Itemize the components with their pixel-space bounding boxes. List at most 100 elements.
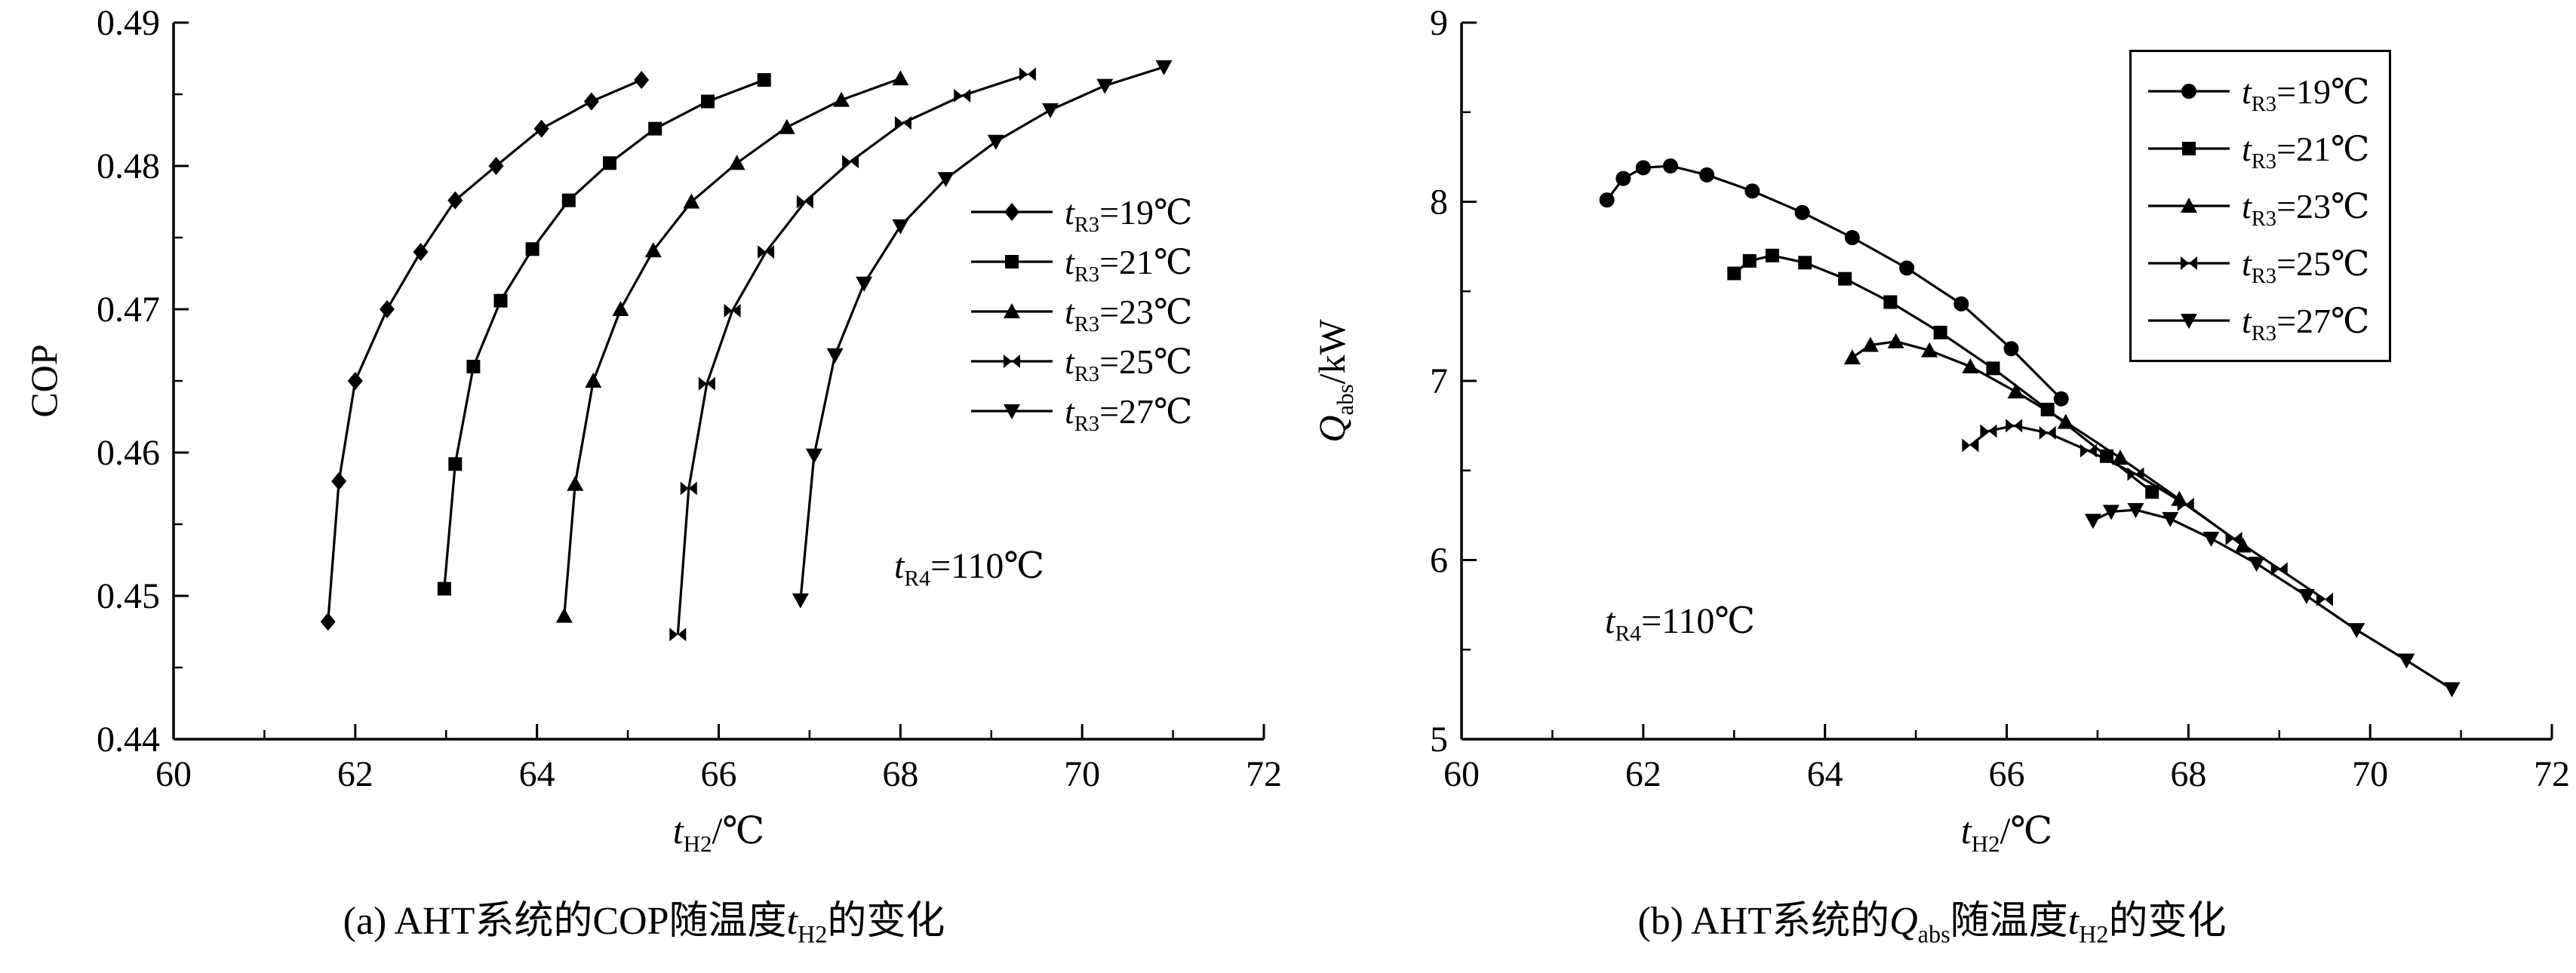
series-marker-bowtie xyxy=(2316,592,2333,606)
series-marker-triangle-down xyxy=(826,348,844,364)
legend-marker-icon xyxy=(971,255,1053,269)
series-marker-triangle-up xyxy=(612,301,629,316)
series-line xyxy=(799,66,1164,600)
series-marker-triangle-up xyxy=(1843,349,1861,365)
series-marker-bowtie xyxy=(894,116,911,130)
text-segment: t xyxy=(1065,293,1074,331)
text-segment: R3 xyxy=(2251,322,2277,346)
series-marker-square xyxy=(648,121,662,136)
series-line xyxy=(676,72,1028,635)
series-marker-diamond xyxy=(488,157,504,175)
y-tick-label: 0.45 xyxy=(97,576,160,616)
series-marker-triangle-down xyxy=(856,276,873,292)
legend-marker-icon xyxy=(2148,256,2230,270)
annotation-text: tR4=110℃ xyxy=(1605,601,1755,645)
series-marker-triangle-down xyxy=(2181,314,2197,329)
series-marker-square xyxy=(1798,256,1812,270)
plot-area-a: 60 62 64 66 68 70 72 0.44 0.45 0.46 0.47 0.48 0.49 xyxy=(97,3,1282,794)
series-marker-triangle-up xyxy=(567,475,584,491)
series-marker-square xyxy=(437,582,451,596)
series-marker-triangle-down xyxy=(2203,532,2220,547)
y-axis-title-b: Qabs/kW xyxy=(1310,319,1358,443)
series-marker-triangle-down xyxy=(2248,557,2265,572)
series-marker-triangle-up xyxy=(1861,336,1879,352)
series-marker-triangle-up xyxy=(585,373,602,388)
series-marker-diamond xyxy=(413,243,429,261)
series-marker-triangle-up xyxy=(892,70,909,86)
series-marker-triangle-down xyxy=(987,134,1004,150)
series-marker-diamond xyxy=(1004,203,1019,221)
series-line xyxy=(1969,424,2325,601)
series-marker-diamond xyxy=(583,92,599,111)
legend-marker-icon xyxy=(971,203,1053,221)
x-tick-label: 66 xyxy=(701,754,737,794)
text-segment: t xyxy=(2067,900,2080,943)
series-marker-circle xyxy=(2003,341,2019,357)
series-marker-square xyxy=(1005,255,1019,269)
series-marker-bowtie xyxy=(796,195,813,209)
text-segment: R3 xyxy=(1074,363,1100,387)
series-marker-square xyxy=(603,156,616,170)
text-segment: t xyxy=(1065,243,1074,281)
series-marker-circle xyxy=(1699,167,1715,183)
series-marker-square xyxy=(1986,361,2000,376)
text-segment: /℃ xyxy=(2000,809,2053,852)
legend-item: tR3=25℃ xyxy=(2147,235,2369,292)
series-marker-triangle-up xyxy=(1004,303,1020,318)
x-axis-title-text: tH2/℃ xyxy=(1961,809,2053,855)
y-tick-label: 5 xyxy=(1430,720,1448,760)
series-marker-bowtie xyxy=(758,245,775,259)
series-line xyxy=(563,77,901,616)
series-marker-square xyxy=(448,457,463,471)
text-segment: t xyxy=(1065,392,1074,431)
text-segment: /kW xyxy=(1311,319,1353,385)
series-marker-triangle-up xyxy=(644,242,662,258)
series-marker-bowtie xyxy=(724,303,741,318)
series-marker-square xyxy=(1727,266,1741,281)
text-segment: =21℃ xyxy=(2276,130,2370,168)
legend-item: tR3=23℃ xyxy=(970,287,1192,336)
text-segment: t xyxy=(2242,72,2252,111)
series-marker-bowtie xyxy=(1962,438,1979,453)
series-marker-triangle-down xyxy=(1042,103,1059,118)
legend-label: tR3=25℃ xyxy=(2242,243,2370,287)
series-marker-circle xyxy=(1899,260,1915,276)
series-marker-circle xyxy=(2053,391,2069,407)
series-marker-triangle-down xyxy=(892,219,909,235)
text-segment: R3 xyxy=(2251,265,2277,289)
caption-text: (a) AHT系统的COP随温度tH2的变化 xyxy=(343,900,945,947)
legend-marker-icon xyxy=(2148,142,2230,155)
series-marker-triangle-down xyxy=(792,593,809,609)
legend-marker-icon xyxy=(2148,198,2230,213)
x-tick-label: 70 xyxy=(1064,754,1100,794)
series-marker-circle xyxy=(1794,204,1810,220)
text-segment: COP xyxy=(23,344,65,418)
series-marker-triangle-up xyxy=(2112,450,2129,465)
annotation-text: tR4=110℃ xyxy=(894,546,1044,590)
text-segment: t xyxy=(1605,601,1615,641)
text-segment: =25℃ xyxy=(2276,244,2370,283)
chart-panel-a: 60 62 64 66 68 70 72 0.44 0.45 0.46 0.47 0.48 0.49 C… xyxy=(23,3,1282,947)
series-marker-square xyxy=(1933,325,1947,339)
series-marker-triangle-down xyxy=(2298,589,2315,604)
legend-label: tR3=27℃ xyxy=(2242,300,2369,345)
series-marker-triangle-down xyxy=(1155,60,1173,75)
text-segment: R3 xyxy=(1074,413,1100,437)
series-marker-triangle-up xyxy=(555,607,573,623)
series-marker-square xyxy=(2145,485,2159,499)
legend-item: tR3=27℃ xyxy=(2147,292,2369,349)
legend-label: tR3=25℃ xyxy=(1065,341,1192,385)
series-marker-circle xyxy=(1599,192,1615,208)
series-marker-bowtie xyxy=(2177,497,2194,511)
series-marker-triangle-up xyxy=(1887,333,1904,348)
text-segment: H2 xyxy=(1971,830,2000,857)
series-marker-triangle-up xyxy=(1921,342,1938,358)
legend-item: tR3=21℃ xyxy=(970,237,1192,287)
text-segment: (a) AHT系统的COP随温度 xyxy=(343,900,787,943)
series-marker-bowtie xyxy=(2006,419,2023,433)
series-marker-square xyxy=(1742,253,1757,268)
series-marker-diamond xyxy=(331,472,347,490)
legend-marker-icon xyxy=(2148,84,2230,99)
legend-label: tR3=27℃ xyxy=(1065,391,1192,435)
series-marker-square xyxy=(1838,272,1852,286)
